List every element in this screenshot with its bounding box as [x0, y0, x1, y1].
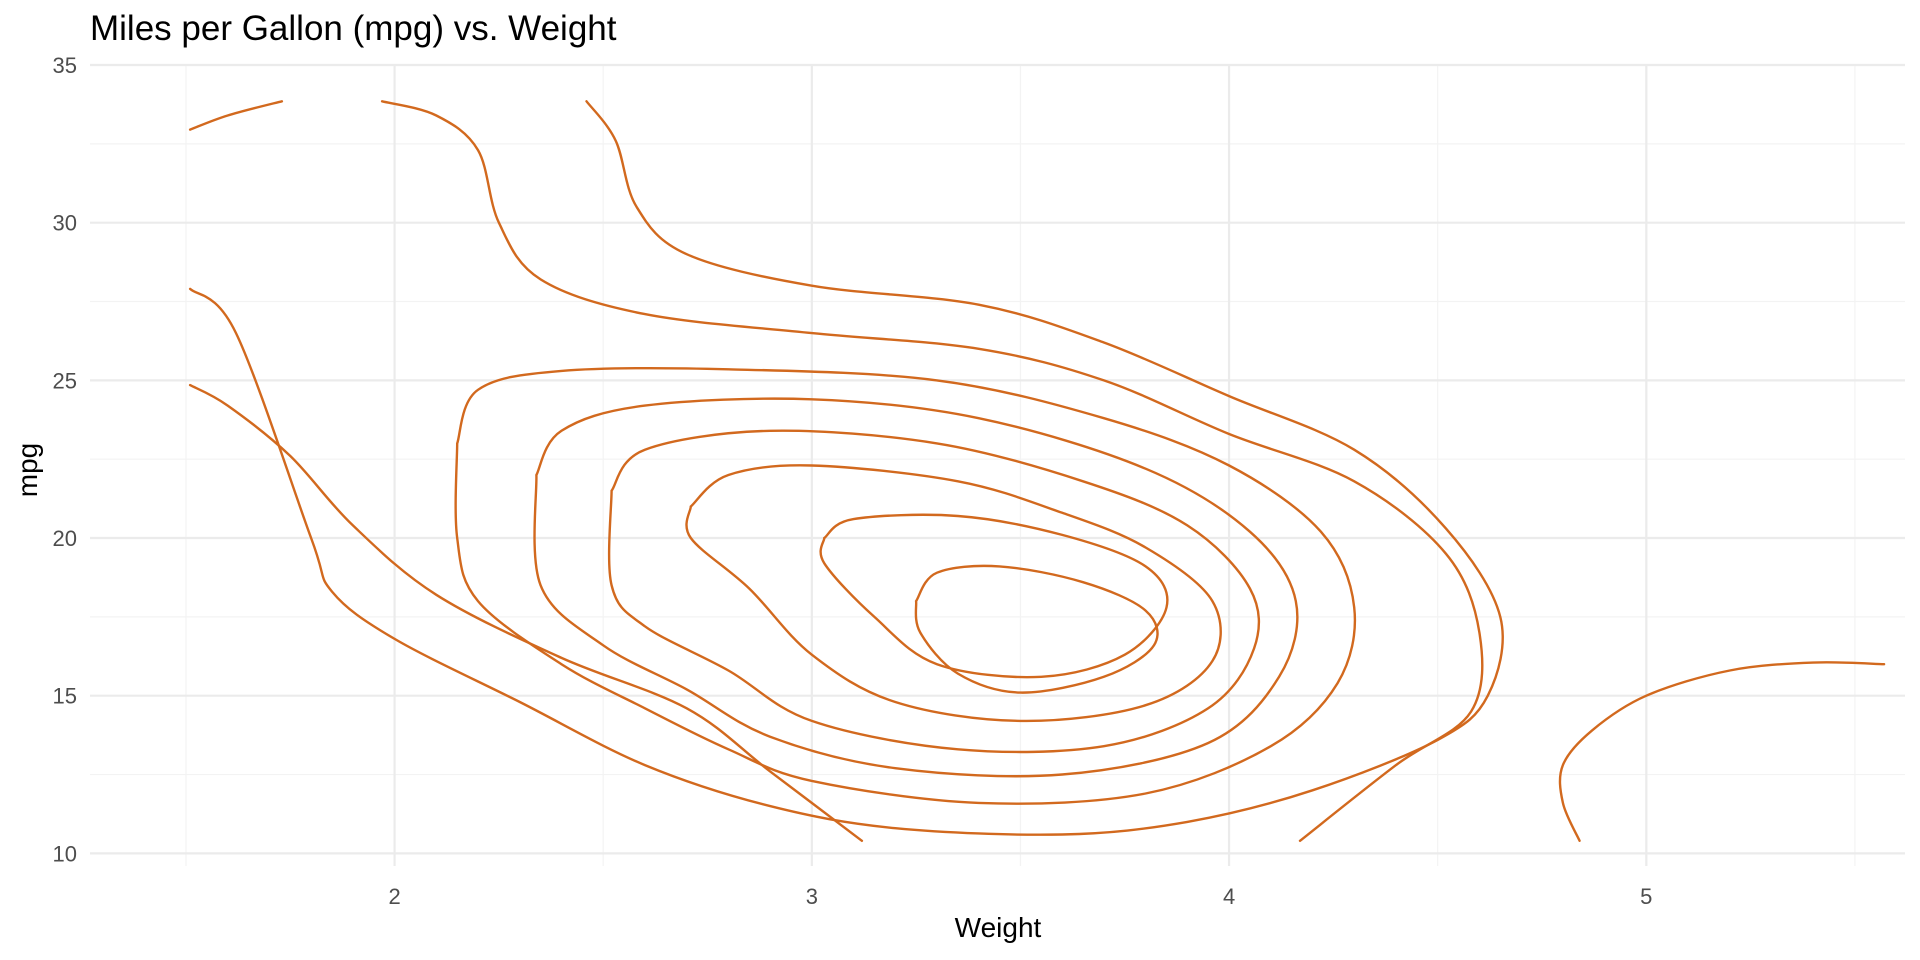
y-tick-label: 15	[53, 684, 77, 709]
x-tick-label: 3	[806, 884, 818, 909]
minor-gridlines	[90, 65, 1905, 866]
x-axis-title: Weight	[955, 912, 1042, 943]
x-tick-label: 4	[1223, 884, 1235, 909]
y-tick-labels: 10 15 20 25 30 35	[53, 53, 77, 866]
contour-line-11	[1558, 661, 1886, 842]
contour-line-7	[607, 429, 1261, 754]
x-tick-labels: 2 3 4 5	[388, 884, 1652, 909]
contour-line-3	[188, 100, 1504, 836]
contour-line-9	[819, 513, 1169, 679]
contour-line-8	[685, 464, 1222, 723]
y-tick-label: 30	[53, 211, 77, 236]
contour-lines	[188, 100, 1886, 842]
chart-title: Miles per Gallon (mpg) vs. Weight	[90, 9, 617, 48]
y-tick-label: 25	[53, 368, 77, 393]
contour-line-2	[380, 100, 1484, 842]
contour-line-6	[533, 397, 1299, 778]
contour-line-5	[454, 366, 1357, 805]
major-gridlines	[90, 63, 1905, 866]
y-axis-title: mpg	[12, 443, 43, 497]
x-tick-label: 2	[388, 884, 400, 909]
contour-line-10	[914, 564, 1159, 694]
y-tick-label: 35	[53, 53, 77, 78]
y-tick-label: 10	[53, 841, 77, 866]
contour-line-4	[188, 383, 864, 842]
x-tick-label: 5	[1640, 884, 1652, 909]
y-tick-label: 20	[53, 526, 77, 551]
contour-line-1	[188, 100, 284, 131]
